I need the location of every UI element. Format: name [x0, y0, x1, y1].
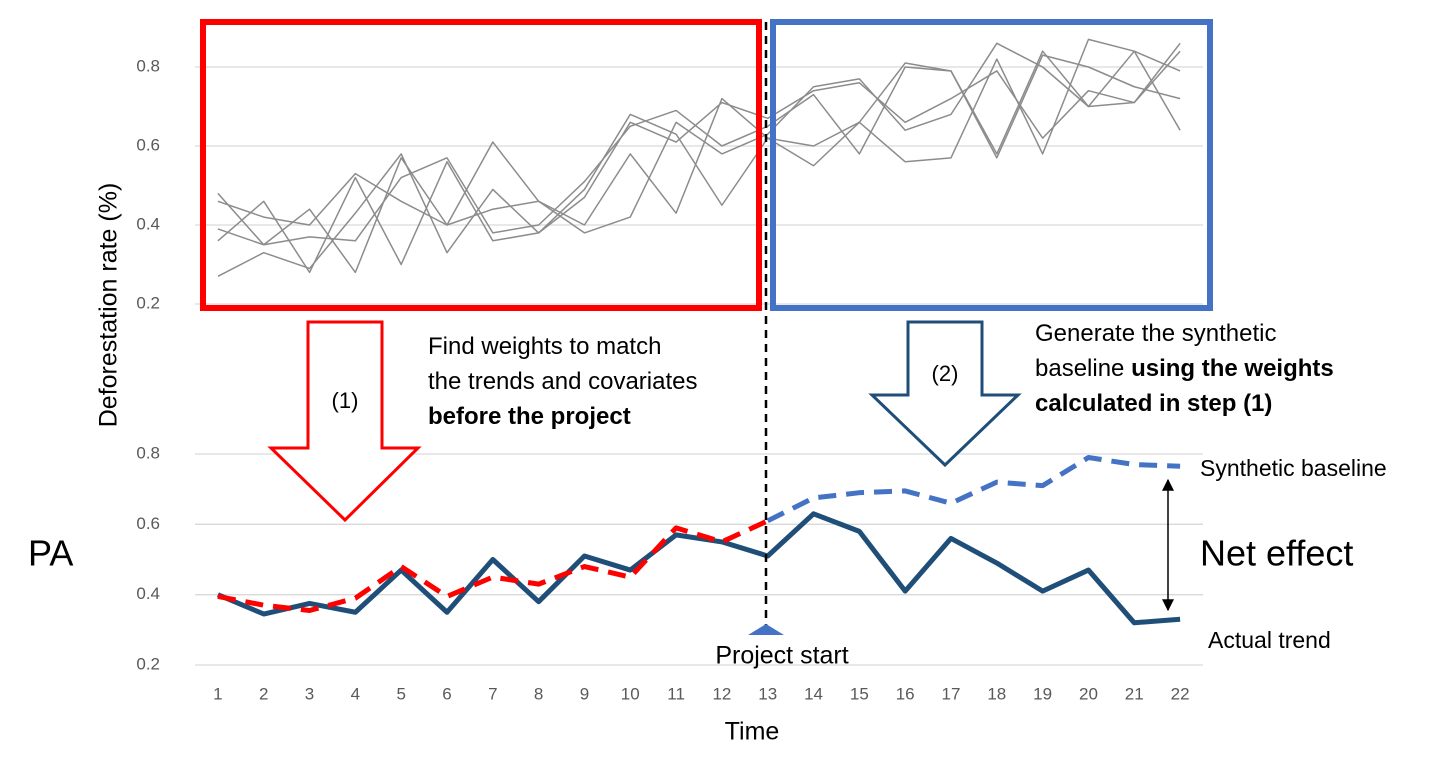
- x-tick-label: 21: [1125, 684, 1144, 703]
- x-tick-label: 15: [850, 684, 869, 703]
- series-line: [217, 50, 1181, 274]
- series-label: Actual trend: [1208, 627, 1331, 653]
- plots: 0.20.40.60.80.20.40.60.81 2 3 4 5 6 7 8 9 10 11 12 1…: [136, 38, 1203, 703]
- note-line: Generate the synthetic: [1035, 320, 1276, 347]
- pre-project-box: [200, 19, 762, 311]
- step2-arrow: [868, 320, 1022, 468]
- x-tick-label: 16: [896, 684, 915, 703]
- note-text: baseline: [1035, 355, 1131, 382]
- x-tick-label: 17: [942, 684, 961, 703]
- x-tick-label: 1: [213, 684, 222, 703]
- note-line: calculated in step (1): [1035, 390, 1272, 417]
- note-text: using the weights: [1131, 355, 1334, 382]
- note-text: Generate the synthetic: [1035, 320, 1276, 347]
- step1-label: (1): [332, 388, 359, 413]
- note-text: before the project: [428, 403, 631, 430]
- step2-label: (2): [932, 361, 959, 386]
- series-line: [766, 455, 1181, 524]
- series-line: [217, 54, 1181, 246]
- x-tick-label: 2: [259, 684, 268, 703]
- y-tick-label: 0.8: [136, 443, 160, 462]
- y-tick-label: 0.2: [136, 293, 160, 312]
- y-tick-label: 0.6: [136, 514, 160, 533]
- chart: 0.2 0.4 0.6 0.8: [136, 38, 1203, 312]
- x-tick-label: 13: [758, 684, 777, 703]
- step1-arrow: [267, 320, 422, 523]
- note-line: the trends and covariates: [428, 368, 698, 395]
- x-tick-label: 3: [305, 684, 314, 703]
- note-text: calculated in step (1): [1035, 390, 1272, 417]
- chart: 0.20.40.60.81 2 3 4 5 6 7 8 9 10 11 12 13 14 15 16 17 18 1…: [136, 443, 1203, 703]
- note-text: Find weights to match: [428, 333, 661, 360]
- x-tick-label: 4: [351, 684, 360, 703]
- series-line: [217, 518, 769, 613]
- x-tick-label: 19: [1033, 684, 1052, 703]
- project-start-marker: [748, 624, 784, 635]
- x-tick-label: 7: [488, 684, 497, 703]
- x-tick-label: 12: [712, 684, 731, 703]
- notes: Find weights to match the trends and cova…: [428, 320, 1334, 430]
- x-tick-label: 18: [987, 684, 1006, 703]
- note-line: baseline using the weights: [1035, 355, 1334, 382]
- y-tick-label: 0.8: [136, 56, 160, 75]
- y-tick-label: 0.6: [136, 135, 160, 154]
- x-tick-label: 14: [804, 684, 823, 703]
- pa-label: PA: [28, 533, 73, 574]
- series-line: [217, 42, 1181, 234]
- note-line: Find weights to match: [428, 333, 661, 360]
- series-line: [216, 511, 1181, 626]
- series-line: [217, 42, 1181, 278]
- y-tick-label: 0.4: [136, 214, 160, 233]
- series-label: Synthetic baseline: [1200, 455, 1387, 481]
- post-project-box: [770, 19, 1213, 311]
- x-tick-label: 8: [534, 684, 543, 703]
- note-text: the trends and covariates: [428, 368, 698, 395]
- note-line: before the project: [428, 403, 631, 430]
- x-tick-label: 22: [1171, 684, 1190, 703]
- y-axis-title: Deforestation rate (%): [95, 183, 123, 428]
- x-tick-label: 5: [396, 684, 405, 703]
- x-tick-label: 9: [580, 684, 589, 703]
- x-tick-label: 10: [621, 684, 640, 703]
- y-tick-label: 0.4: [136, 584, 160, 603]
- y-tick-label: 0.2: [136, 654, 160, 673]
- x-tick-label: 11: [667, 684, 685, 703]
- x-tick-label: 6: [442, 684, 451, 703]
- x-axis-title: Time: [725, 718, 780, 746]
- x-tick-label: 20: [1079, 684, 1098, 703]
- project-start-label: Project start: [715, 642, 848, 670]
- net-effect-label: Net effect: [1200, 533, 1353, 574]
